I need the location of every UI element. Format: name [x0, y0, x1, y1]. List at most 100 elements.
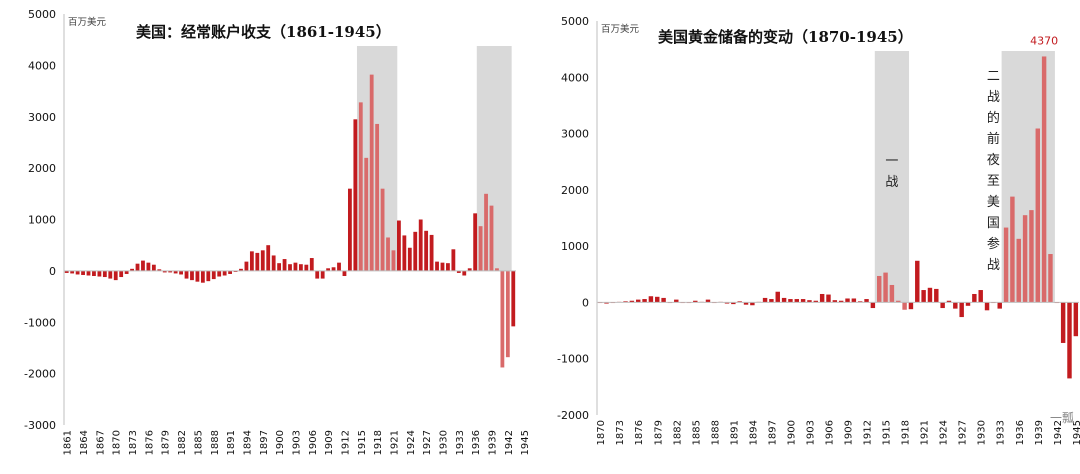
- x-tick-label-1894: 1894: [242, 430, 253, 455]
- x-tick-label-1909: 1909: [324, 430, 335, 455]
- y-tick-label: -2000: [557, 409, 589, 422]
- bar-1882: [674, 299, 679, 303]
- highlight-band-1: [476, 46, 512, 271]
- current-account-chart-svg: -3000 -2000 -1000 0 1000 2000 3000 4000 5000 1861…: [24, 8, 531, 455]
- bar-1863: [75, 270, 80, 275]
- chart-title: 美国黄金储备的变动（1870-1945）: [658, 28, 913, 46]
- x-tick-label-1879: 1879: [653, 420, 664, 445]
- x-tick-label-1870: 1870: [596, 420, 607, 445]
- bar-1890: [724, 302, 730, 304]
- current-account-chart: -3000 -2000 -1000 0 1000 2000 3000 4000 5000 1861…: [0, 0, 540, 470]
- y-tick-label: -1000: [24, 316, 56, 329]
- bar-1944: [1067, 302, 1072, 379]
- bar-1910: [851, 298, 857, 303]
- x-tick-label-1939: 1939: [487, 430, 498, 455]
- bar-1891: [731, 302, 736, 305]
- bar-1921: [391, 250, 396, 271]
- bar-1903: [293, 262, 298, 271]
- bar-1871: [604, 302, 609, 304]
- bar-1926: [418, 219, 423, 271]
- bar-1900: [277, 263, 282, 271]
- bar-1886: [200, 270, 205, 283]
- x-tick-label-1939: 1939: [1034, 420, 1045, 445]
- y-tick-label: 2000: [28, 162, 56, 175]
- bar-1876: [636, 299, 641, 303]
- y-tick-label: 5000: [561, 15, 589, 28]
- bar-1937: [478, 226, 483, 271]
- bar-1929: [435, 261, 439, 271]
- bar-1894: [244, 261, 249, 271]
- data-label: 4370: [1030, 34, 1058, 47]
- x-tick-label-1912: 1912: [340, 430, 351, 455]
- bar-1900: [788, 299, 793, 303]
- chart-title: 美国：经常账户收支（1861-1945）: [136, 23, 391, 41]
- unit-label: 百万美元: [68, 16, 107, 28]
- bar-1908: [320, 270, 325, 279]
- x-tick-label-1891: 1891: [729, 420, 740, 445]
- x-tick-label-1861: 1861: [63, 430, 74, 455]
- bar-1928: [429, 234, 434, 271]
- bar-1935: [1010, 196, 1015, 303]
- x-tick-label-1879: 1879: [161, 430, 172, 455]
- x-tick-label-1945: 1945: [520, 430, 531, 455]
- bar-1876: [146, 262, 151, 271]
- bar-1942: [505, 270, 510, 358]
- gold-reserve-chart: -2000 -1000 0 1000 2000 3000 4000 5000 1870 1873 1…: [540, 0, 1080, 470]
- x-tick-label-1924: 1924: [939, 420, 950, 445]
- annotation-char: 一: [885, 154, 898, 169]
- annotation-char: 参: [987, 236, 1000, 252]
- bar-1891: [228, 270, 233, 274]
- gold-reserve-chart-svg: -2000 -1000 0 1000 2000 3000 4000 5000 1870 1873 1…: [557, 15, 1080, 445]
- x-tick-label-1921: 1921: [920, 420, 931, 445]
- bar-1880: [168, 270, 173, 273]
- bar-1917: [369, 74, 374, 271]
- highlight-band-1: [1001, 51, 1055, 303]
- bar-1898: [775, 291, 780, 303]
- bar-1906: [826, 294, 831, 303]
- bar-1897: [260, 250, 265, 271]
- bar-1938: [484, 193, 488, 271]
- bar-1920: [915, 260, 920, 303]
- bar-1943: [1060, 302, 1066, 343]
- bar-1935: [467, 268, 472, 271]
- x-tick-label-1921: 1921: [389, 430, 400, 455]
- bar-1892: [233, 270, 238, 272]
- bar-1879: [162, 270, 167, 273]
- bar-1861: [64, 270, 69, 273]
- bar-1922: [397, 220, 401, 271]
- bar-1862: [70, 270, 75, 274]
- bar-1938: [1029, 210, 1034, 303]
- bar-1940: [495, 268, 499, 271]
- bar-1884: [190, 270, 194, 281]
- bar-1922: [927, 287, 933, 303]
- bar-1907: [832, 300, 838, 303]
- bar-1896: [762, 297, 768, 303]
- bar-1895: [249, 251, 254, 271]
- x-tick-label-1885: 1885: [691, 420, 702, 445]
- bar-1919: [380, 188, 385, 271]
- bar-1883: [184, 270, 189, 279]
- annotation-char: 前: [987, 131, 1000, 147]
- bar-1943: [511, 270, 516, 327]
- bar-1880: [661, 297, 666, 303]
- x-tick-label-1924: 1924: [406, 430, 417, 455]
- bar-1869: [108, 270, 113, 279]
- x-tick-label-1873: 1873: [128, 430, 139, 455]
- bar-1881: [173, 270, 178, 274]
- y-tick-label: 4000: [561, 71, 589, 84]
- bar-1896: [255, 252, 260, 271]
- bar-1887: [206, 270, 211, 282]
- y-tick-label: 0: [49, 265, 56, 278]
- y-tick-label: 0: [582, 296, 589, 309]
- x-tick-label-1933: 1933: [996, 420, 1007, 445]
- annotation-char: 二: [987, 69, 1000, 84]
- bar-1931: [984, 302, 990, 311]
- bar-1941: [500, 270, 505, 368]
- bar-1885: [195, 270, 200, 282]
- x-tick-label-1897: 1897: [259, 430, 270, 455]
- bar-1902: [800, 299, 806, 303]
- highlight-band-0: [874, 51, 910, 303]
- bar-1877: [151, 264, 156, 271]
- x-tick-label-1942: 1942: [504, 430, 515, 455]
- y-tick-label: 3000: [28, 111, 56, 124]
